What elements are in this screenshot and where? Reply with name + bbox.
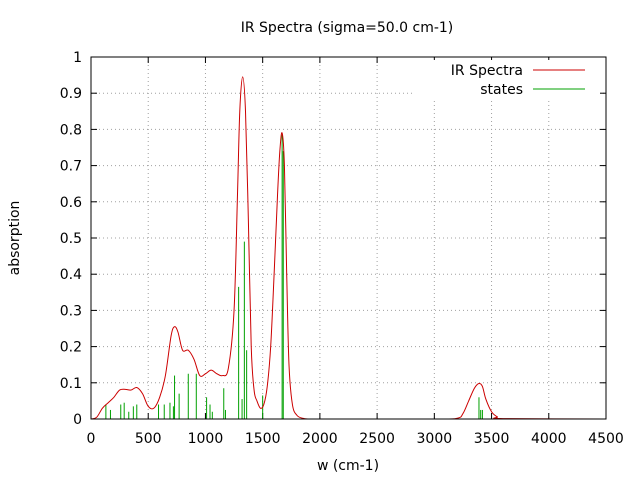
y-axis: 0 0.1 0.2 0.3 0.4 0.5 0.6 0.7 0.8 0.9 1 <box>60 50 606 428</box>
y-tick-label: 0.8 <box>60 122 82 138</box>
x-tick-label: 3500 <box>474 431 510 447</box>
x-tick-label: 4000 <box>531 431 567 447</box>
y-tick-label: 0.9 <box>60 86 82 102</box>
chart-title: IR Spectra (sigma=50.0 cm-1) <box>241 20 454 36</box>
x-axis: 0 500 1000 1500 2000 2500 3000 3500 4000 4500 <box>87 57 624 447</box>
states-series <box>105 134 483 419</box>
plot-area <box>90 76 607 420</box>
y-tick-label: 0.6 <box>60 195 82 211</box>
x-tick-label: 3000 <box>417 431 453 447</box>
ir-spectra-line <box>90 76 607 420</box>
plot-frame <box>90 56 607 420</box>
y-tick-label: 0.1 <box>60 376 82 392</box>
x-tick-label: 2500 <box>359 431 395 447</box>
y-tick-label: 0.2 <box>60 340 82 356</box>
y-tick-label: 0.3 <box>60 303 82 319</box>
x-tick-label: 4500 <box>588 431 624 447</box>
grid-lines <box>91 57 606 419</box>
legend-label-states: states <box>480 82 523 98</box>
y-tick-label: 0.5 <box>60 231 82 247</box>
y-tick-label: 1 <box>73 50 82 66</box>
y-tick-label: 0.7 <box>60 159 82 175</box>
y-tick-label: 0.4 <box>60 267 82 283</box>
y-tick-label: 0 <box>73 412 82 428</box>
x-tick-label: 2000 <box>302 431 338 447</box>
x-tick-label: 500 <box>135 431 162 447</box>
x-tick-label: 0 <box>87 431 96 447</box>
legend-background <box>415 60 600 100</box>
x-axis-label: w (cm-1) <box>317 458 379 474</box>
legend-label-ir-spectra: IR Spectra <box>451 63 523 79</box>
x-tick-label: 1500 <box>245 431 281 447</box>
legend: IR Spectra states <box>415 60 600 100</box>
y-axis-label: absorption <box>7 201 23 276</box>
x-tick-label: 1000 <box>188 431 224 447</box>
